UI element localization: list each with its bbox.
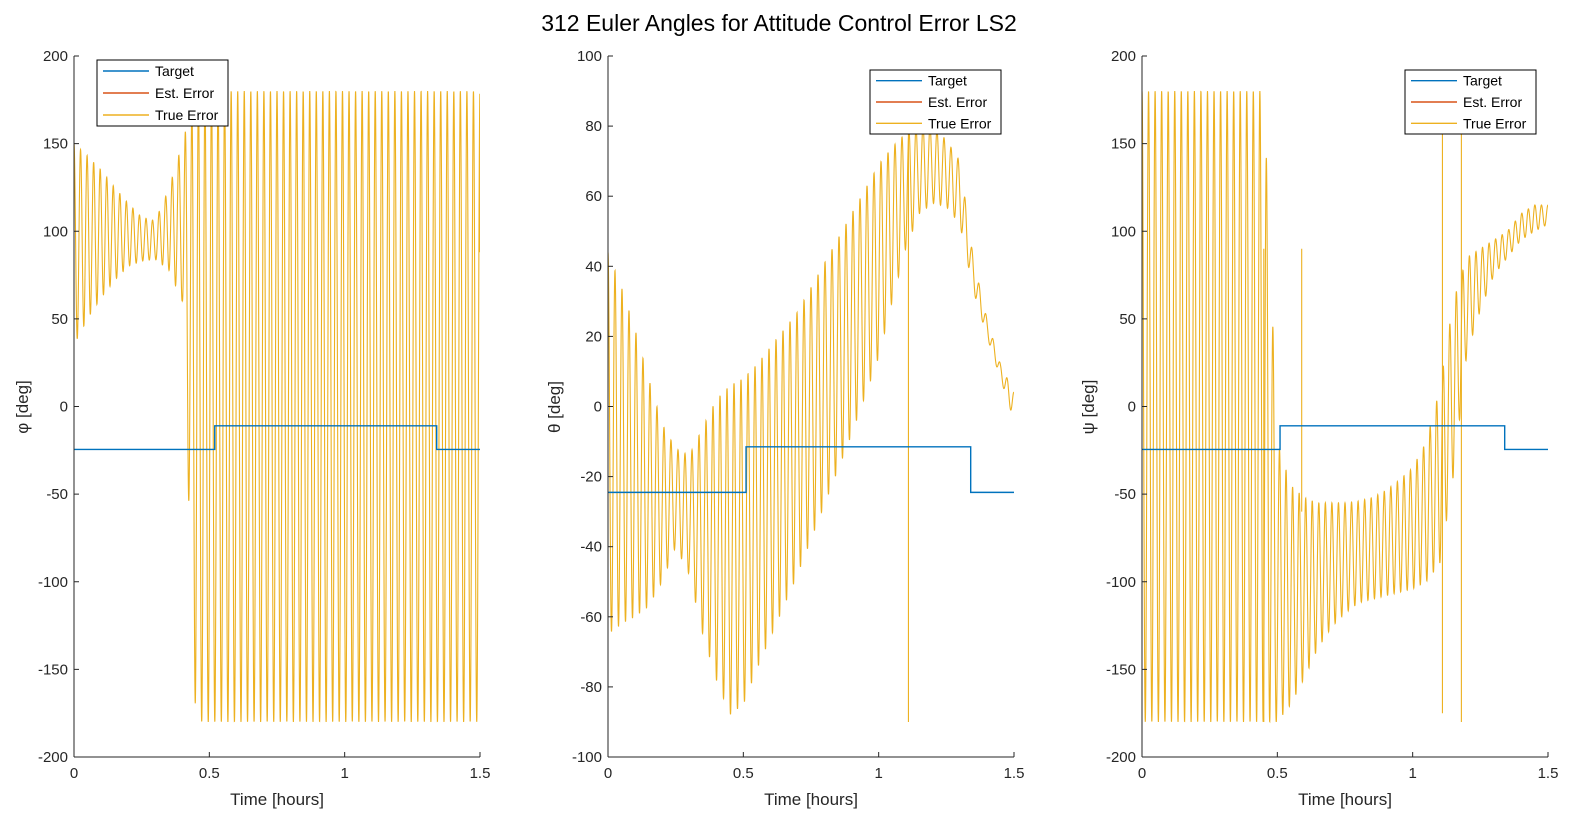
y-tick-label-phi: -200 bbox=[38, 749, 68, 766]
legend-label-phi: Est. Error bbox=[155, 85, 214, 101]
legend-phi: Target Est. Error True Error bbox=[96, 59, 229, 127]
y-tick-label-psi: 200 bbox=[1111, 48, 1136, 65]
x-tick-label-theta: 0.5 bbox=[733, 765, 754, 782]
subplot-psi: ψ [deg] Time [hours] -200 -150 -100 -50 0 50 1… bbox=[1079, 48, 1558, 809]
y-tick-label-phi: 0 bbox=[60, 399, 68, 416]
y-tick-label-theta: 20 bbox=[585, 328, 602, 345]
figure-title: 312 Euler Angles for Attitude Control Er… bbox=[541, 10, 1017, 36]
legend-label-theta: True Error bbox=[928, 115, 992, 131]
legend-theta: Target Est. Error True Error bbox=[869, 69, 1002, 135]
series-target-phi bbox=[74, 425, 480, 451]
y-tick-label-psi: 100 bbox=[1111, 223, 1136, 240]
x-tick-label-theta: 1.5 bbox=[1004, 765, 1025, 782]
y-tick-label-psi: -200 bbox=[1106, 749, 1136, 766]
x-tick-label-psi: 1 bbox=[1408, 765, 1416, 782]
legend-label-psi: True Error bbox=[1463, 115, 1527, 131]
xlabel-phi: Time [hours] bbox=[230, 790, 324, 809]
y-tick-label-theta: 80 bbox=[585, 118, 602, 135]
y-tick-label-phi: -100 bbox=[38, 574, 68, 591]
ylabel-theta: θ [deg] bbox=[545, 381, 564, 433]
ylabel-psi: ψ [deg] bbox=[1079, 380, 1098, 435]
y-tick-label-psi: 150 bbox=[1111, 136, 1136, 153]
legend-label-theta: Target bbox=[928, 73, 967, 89]
x-tick-label-theta: 1 bbox=[874, 765, 882, 782]
plot-area-psi bbox=[1142, 90, 1548, 724]
y-tick-label-theta: -20 bbox=[580, 469, 602, 486]
x-tick-label-psi: 0 bbox=[1138, 765, 1146, 782]
legend-label-phi: True Error bbox=[155, 107, 219, 123]
x-tick-label-phi: 0 bbox=[70, 765, 78, 782]
x-tick-label-psi: 1.5 bbox=[1538, 765, 1559, 782]
y-tick-label-psi: -150 bbox=[1106, 661, 1136, 678]
series-true-error-psi bbox=[1142, 90, 1548, 724]
y-tick-label-theta: -40 bbox=[580, 539, 602, 556]
legend-psi: Target Est. Error True Error bbox=[1404, 69, 1537, 135]
y-tick-label-phi: -150 bbox=[38, 661, 68, 678]
y-tick-label-theta: 0 bbox=[594, 399, 602, 416]
y-tick-label-phi: -50 bbox=[46, 486, 68, 503]
y-tick-label-theta: 60 bbox=[585, 188, 602, 205]
xlabel-psi: Time [hours] bbox=[1298, 790, 1392, 809]
y-tick-label-theta: -60 bbox=[580, 609, 602, 626]
series-target-psi bbox=[1142, 425, 1548, 451]
y-tick-label-theta: 100 bbox=[577, 48, 602, 65]
x-tick-label-phi: 0.5 bbox=[199, 765, 220, 782]
subplot-phi: φ [deg] Time [hours] -200 -150 -100 -50 0 50 1… bbox=[13, 48, 490, 809]
plot-area-theta bbox=[608, 125, 1014, 722]
y-tick-label-psi: -100 bbox=[1106, 574, 1136, 591]
y-tick-label-phi: 200 bbox=[43, 48, 68, 65]
series-true-error-theta bbox=[608, 125, 1014, 715]
legend-label-theta: Est. Error bbox=[928, 94, 987, 110]
y-tick-label-psi: -50 bbox=[1114, 486, 1136, 503]
y-tick-label-phi: 100 bbox=[43, 223, 68, 240]
y-tick-label-theta: 40 bbox=[585, 258, 602, 275]
legend-label-phi: Target bbox=[155, 63, 194, 79]
y-tick-label-theta: -100 bbox=[572, 749, 602, 766]
y-tick-label-phi: 150 bbox=[43, 136, 68, 153]
y-tick-label-phi: 50 bbox=[51, 311, 68, 328]
plot-area-phi bbox=[74, 90, 480, 723]
y-tick-label-psi: 0 bbox=[1128, 399, 1136, 416]
subplot-theta: θ [deg] Time [hours] -100 -80 -60 -40 -20 0 20… bbox=[545, 48, 1024, 809]
series-target-theta bbox=[608, 446, 1014, 494]
xlabel-theta: Time [hours] bbox=[764, 790, 858, 809]
y-tick-label-theta: -80 bbox=[580, 679, 602, 696]
x-tick-label-theta: 0 bbox=[604, 765, 612, 782]
ylabel-phi: φ [deg] bbox=[13, 380, 32, 434]
x-tick-label-psi: 0.5 bbox=[1267, 765, 1288, 782]
series-true-error-phi bbox=[74, 90, 480, 723]
legend-label-psi: Est. Error bbox=[1463, 94, 1522, 110]
x-tick-label-phi: 1.5 bbox=[470, 765, 491, 782]
legend-label-psi: Target bbox=[1463, 73, 1502, 89]
y-tick-label-psi: 50 bbox=[1119, 311, 1136, 328]
x-tick-label-phi: 1 bbox=[340, 765, 348, 782]
